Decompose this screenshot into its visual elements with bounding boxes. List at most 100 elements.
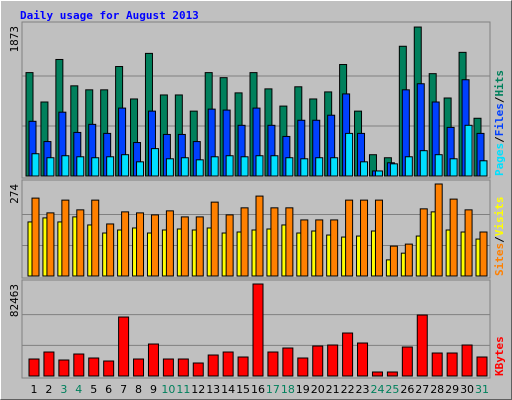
bar (327, 344, 339, 377)
bar (207, 354, 219, 377)
bar (255, 195, 264, 277)
bar (267, 351, 279, 377)
bar (61, 155, 70, 177)
legend-entry: Files (493, 103, 506, 136)
legend-entry: Hits (493, 70, 506, 97)
bar (282, 347, 294, 377)
bar (371, 371, 383, 377)
bar (434, 154, 443, 177)
x-tick-label: 29 (445, 383, 459, 396)
x-tick-label: 4 (75, 383, 82, 396)
bar (270, 155, 279, 177)
bar (434, 183, 443, 277)
bar (225, 155, 234, 177)
bar (300, 219, 309, 277)
bar (106, 156, 115, 177)
bar (210, 201, 219, 277)
legend-entry: Visits (493, 197, 506, 237)
bar (121, 154, 130, 177)
legend: KBytes (493, 336, 506, 376)
bar (312, 345, 324, 377)
bar (121, 211, 130, 277)
bar (225, 214, 234, 277)
bar (461, 344, 473, 377)
bar (88, 357, 100, 377)
legend-separator: / (493, 236, 506, 243)
bar (195, 216, 204, 277)
bar (479, 231, 488, 277)
bar (76, 156, 85, 177)
bar (118, 316, 130, 377)
x-tick-label: 20 (311, 383, 325, 396)
bar (449, 158, 458, 177)
bar (416, 314, 428, 377)
bar (315, 157, 324, 177)
bar (386, 371, 398, 377)
x-tick-label: 8 (135, 383, 142, 396)
bar (136, 212, 145, 277)
bar (374, 170, 383, 177)
bar (103, 360, 115, 377)
bar (106, 223, 115, 277)
legend-entry: Pages (493, 143, 506, 176)
bar (330, 219, 339, 277)
x-tick-label: 30 (460, 383, 474, 396)
bar (150, 214, 159, 277)
bar (252, 283, 264, 377)
bar (374, 199, 383, 277)
bar (270, 207, 279, 277)
bar (237, 356, 249, 377)
bar (91, 157, 100, 177)
bar (61, 199, 70, 277)
bar (31, 197, 40, 277)
x-tick-label: 22 (341, 383, 355, 396)
bar (162, 358, 174, 377)
bar (147, 343, 159, 377)
x-tick-label: 10 (161, 383, 175, 396)
bar (28, 358, 40, 377)
bar (285, 207, 294, 277)
x-tick-label: 25 (385, 383, 399, 396)
bar (150, 148, 159, 177)
x-tick-label: 2 (45, 383, 52, 396)
bar (404, 243, 413, 277)
legend-separator: / (493, 96, 506, 103)
bar (192, 362, 204, 377)
legend-separator: / (493, 136, 506, 143)
x-tick-label: 24 (370, 383, 384, 396)
bar (180, 157, 189, 177)
bar (285, 157, 294, 177)
x-tick-label: 7 (120, 383, 127, 396)
bar (419, 208, 428, 277)
bar (389, 245, 398, 277)
bar (431, 352, 443, 377)
bar (464, 209, 473, 277)
x-tick-label: 3 (60, 383, 67, 396)
bar (342, 332, 354, 377)
bar (464, 124, 473, 177)
bar (449, 198, 458, 277)
x-tick-label: 17 (266, 383, 280, 396)
bar (240, 207, 249, 277)
bar (345, 132, 354, 177)
x-tick-label: 15 (236, 383, 250, 396)
x-tick-label: 16 (251, 383, 265, 396)
x-tick-label: 9 (150, 383, 157, 396)
y-tick-label: 1873 (8, 26, 21, 53)
x-tick-label: 21 (326, 383, 340, 396)
x-tick-label: 18 (281, 383, 295, 396)
x-tick-label: 1 (31, 383, 38, 396)
bar (479, 160, 488, 177)
bar (240, 156, 249, 177)
bar (76, 209, 85, 277)
legend-entry: KBytes (493, 336, 506, 376)
bar (389, 163, 398, 177)
legend-entry: Sites (493, 243, 506, 276)
bar (58, 359, 70, 377)
x-tick-label: 23 (356, 383, 370, 396)
bar (345, 199, 354, 277)
bar (136, 161, 145, 177)
